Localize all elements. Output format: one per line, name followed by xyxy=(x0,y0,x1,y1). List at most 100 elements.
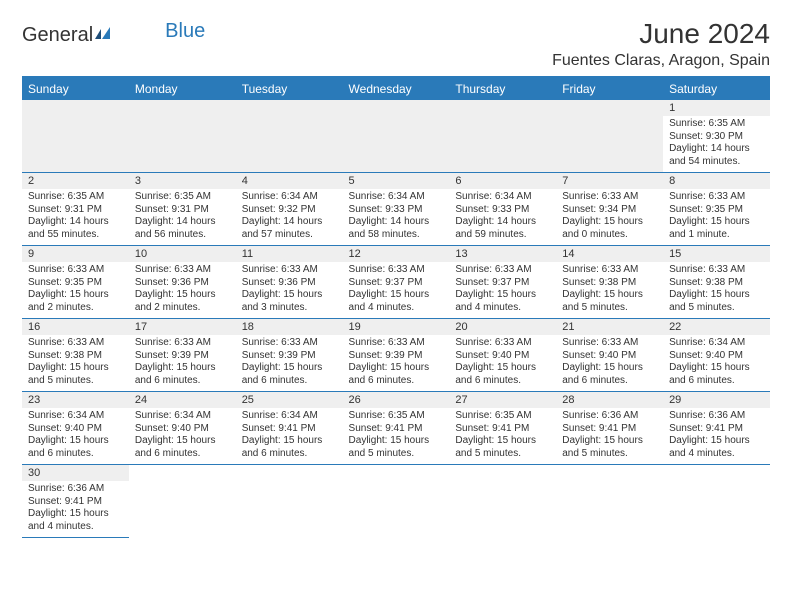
day-details: Sunrise: 6:34 AMSunset: 9:41 PMDaylight:… xyxy=(236,408,343,464)
column-header: Monday xyxy=(129,77,236,100)
day-cell: 12Sunrise: 6:33 AMSunset: 9:37 PMDayligh… xyxy=(343,246,450,319)
blank-cell xyxy=(556,465,663,538)
day-cell: 3Sunrise: 6:35 AMSunset: 9:31 PMDaylight… xyxy=(129,173,236,246)
day-number: 4 xyxy=(236,173,343,189)
location-label: Fuentes Claras, Aragon, Spain xyxy=(552,52,770,70)
column-header: Thursday xyxy=(449,77,556,100)
column-header: Saturday xyxy=(663,77,770,100)
day-details: Sunrise: 6:35 AMSunset: 9:41 PMDaylight:… xyxy=(343,408,450,464)
day-number: 19 xyxy=(343,319,450,335)
logo-text-blue: Blue xyxy=(165,20,205,43)
title-block: June 2024 Fuentes Claras, Aragon, Spain xyxy=(552,18,770,70)
flag-icon xyxy=(95,24,117,47)
calendar-row: 2Sunrise: 6:35 AMSunset: 9:31 PMDaylight… xyxy=(22,173,770,246)
day-number: 8 xyxy=(663,173,770,189)
blank-cell xyxy=(343,100,450,173)
day-number: 21 xyxy=(556,319,663,335)
day-number: 11 xyxy=(236,246,343,262)
day-details: Sunrise: 6:34 AMSunset: 9:40 PMDaylight:… xyxy=(129,408,236,464)
blank-cell xyxy=(449,465,556,538)
day-cell: 29Sunrise: 6:36 AMSunset: 9:41 PMDayligh… xyxy=(663,392,770,465)
day-details: Sunrise: 6:34 AMSunset: 9:40 PMDaylight:… xyxy=(22,408,129,464)
column-header: Wednesday xyxy=(343,77,450,100)
day-number: 18 xyxy=(236,319,343,335)
day-number: 15 xyxy=(663,246,770,262)
day-cell: 9Sunrise: 6:33 AMSunset: 9:35 PMDaylight… xyxy=(22,246,129,319)
day-details: Sunrise: 6:33 AMSunset: 9:38 PMDaylight:… xyxy=(556,262,663,318)
day-cell: 19Sunrise: 6:33 AMSunset: 9:39 PMDayligh… xyxy=(343,319,450,392)
day-details: Sunrise: 6:35 AMSunset: 9:41 PMDaylight:… xyxy=(449,408,556,464)
day-cell: 2Sunrise: 6:35 AMSunset: 9:31 PMDaylight… xyxy=(22,173,129,246)
day-details: Sunrise: 6:34 AMSunset: 9:40 PMDaylight:… xyxy=(663,335,770,391)
day-details: Sunrise: 6:33 AMSunset: 9:38 PMDaylight:… xyxy=(22,335,129,391)
day-cell: 14Sunrise: 6:33 AMSunset: 9:38 PMDayligh… xyxy=(556,246,663,319)
logo-text-general: General xyxy=(22,24,93,47)
blank-cell xyxy=(236,100,343,173)
blank-cell xyxy=(22,100,129,173)
day-number: 5 xyxy=(343,173,450,189)
day-details: Sunrise: 6:35 AMSunset: 9:30 PMDaylight:… xyxy=(663,116,770,172)
day-cell: 4Sunrise: 6:34 AMSunset: 9:32 PMDaylight… xyxy=(236,173,343,246)
calendar-row: 16Sunrise: 6:33 AMSunset: 9:38 PMDayligh… xyxy=(22,319,770,392)
day-cell: 27Sunrise: 6:35 AMSunset: 9:41 PMDayligh… xyxy=(449,392,556,465)
day-number: 29 xyxy=(663,392,770,408)
day-number: 1 xyxy=(663,100,770,116)
blank-cell xyxy=(556,100,663,173)
calendar-table: SundayMondayTuesdayWednesdayThursdayFrid… xyxy=(22,76,770,538)
day-details: Sunrise: 6:33 AMSunset: 9:39 PMDaylight:… xyxy=(343,335,450,391)
day-number: 26 xyxy=(343,392,450,408)
day-details: Sunrise: 6:33 AMSunset: 9:36 PMDaylight:… xyxy=(236,262,343,318)
blank-cell xyxy=(236,465,343,538)
calendar-row: 1Sunrise: 6:35 AMSunset: 9:30 PMDaylight… xyxy=(22,100,770,173)
header: General Blue June 2024 Fuentes Claras, A… xyxy=(22,18,770,70)
day-number: 14 xyxy=(556,246,663,262)
day-details: Sunrise: 6:33 AMSunset: 9:35 PMDaylight:… xyxy=(663,189,770,245)
day-details: Sunrise: 6:34 AMSunset: 9:33 PMDaylight:… xyxy=(343,189,450,245)
day-cell: 20Sunrise: 6:33 AMSunset: 9:40 PMDayligh… xyxy=(449,319,556,392)
day-cell: 11Sunrise: 6:33 AMSunset: 9:36 PMDayligh… xyxy=(236,246,343,319)
day-details: Sunrise: 6:36 AMSunset: 9:41 PMDaylight:… xyxy=(556,408,663,464)
day-details: Sunrise: 6:35 AMSunset: 9:31 PMDaylight:… xyxy=(22,189,129,245)
day-details: Sunrise: 6:33 AMSunset: 9:39 PMDaylight:… xyxy=(236,335,343,391)
day-details: Sunrise: 6:35 AMSunset: 9:31 PMDaylight:… xyxy=(129,189,236,245)
day-number: 30 xyxy=(22,465,129,481)
day-number: 16 xyxy=(22,319,129,335)
day-number: 20 xyxy=(449,319,556,335)
blank-cell xyxy=(343,465,450,538)
day-cell: 13Sunrise: 6:33 AMSunset: 9:37 PMDayligh… xyxy=(449,246,556,319)
day-cell: 22Sunrise: 6:34 AMSunset: 9:40 PMDayligh… xyxy=(663,319,770,392)
blank-cell xyxy=(663,465,770,538)
calendar-row: 9Sunrise: 6:33 AMSunset: 9:35 PMDaylight… xyxy=(22,246,770,319)
calendar-row: 30Sunrise: 6:36 AMSunset: 9:41 PMDayligh… xyxy=(22,465,770,538)
calendar-row: 23Sunrise: 6:34 AMSunset: 9:40 PMDayligh… xyxy=(22,392,770,465)
blank-cell xyxy=(129,465,236,538)
day-cell: 15Sunrise: 6:33 AMSunset: 9:38 PMDayligh… xyxy=(663,246,770,319)
day-number: 2 xyxy=(22,173,129,189)
day-number: 17 xyxy=(129,319,236,335)
day-cell: 21Sunrise: 6:33 AMSunset: 9:40 PMDayligh… xyxy=(556,319,663,392)
day-number: 24 xyxy=(129,392,236,408)
day-details: Sunrise: 6:33 AMSunset: 9:35 PMDaylight:… xyxy=(22,262,129,318)
day-details: Sunrise: 6:33 AMSunset: 9:40 PMDaylight:… xyxy=(449,335,556,391)
day-cell: 23Sunrise: 6:34 AMSunset: 9:40 PMDayligh… xyxy=(22,392,129,465)
day-cell: 28Sunrise: 6:36 AMSunset: 9:41 PMDayligh… xyxy=(556,392,663,465)
day-details: Sunrise: 6:33 AMSunset: 9:34 PMDaylight:… xyxy=(556,189,663,245)
day-details: Sunrise: 6:33 AMSunset: 9:39 PMDaylight:… xyxy=(129,335,236,391)
day-number: 3 xyxy=(129,173,236,189)
day-cell: 18Sunrise: 6:33 AMSunset: 9:39 PMDayligh… xyxy=(236,319,343,392)
day-cell: 10Sunrise: 6:33 AMSunset: 9:36 PMDayligh… xyxy=(129,246,236,319)
day-details: Sunrise: 6:34 AMSunset: 9:33 PMDaylight:… xyxy=(449,189,556,245)
day-number: 13 xyxy=(449,246,556,262)
day-number: 22 xyxy=(663,319,770,335)
calendar-header-row: SundayMondayTuesdayWednesdayThursdayFrid… xyxy=(22,77,770,100)
day-cell: 8Sunrise: 6:33 AMSunset: 9:35 PMDaylight… xyxy=(663,173,770,246)
day-number: 9 xyxy=(22,246,129,262)
day-number: 10 xyxy=(129,246,236,262)
day-number: 6 xyxy=(449,173,556,189)
page-title: June 2024 xyxy=(552,18,770,50)
day-number: 23 xyxy=(22,392,129,408)
day-number: 28 xyxy=(556,392,663,408)
day-details: Sunrise: 6:34 AMSunset: 9:32 PMDaylight:… xyxy=(236,189,343,245)
day-cell: 7Sunrise: 6:33 AMSunset: 9:34 PMDaylight… xyxy=(556,173,663,246)
day-cell: 25Sunrise: 6:34 AMSunset: 9:41 PMDayligh… xyxy=(236,392,343,465)
